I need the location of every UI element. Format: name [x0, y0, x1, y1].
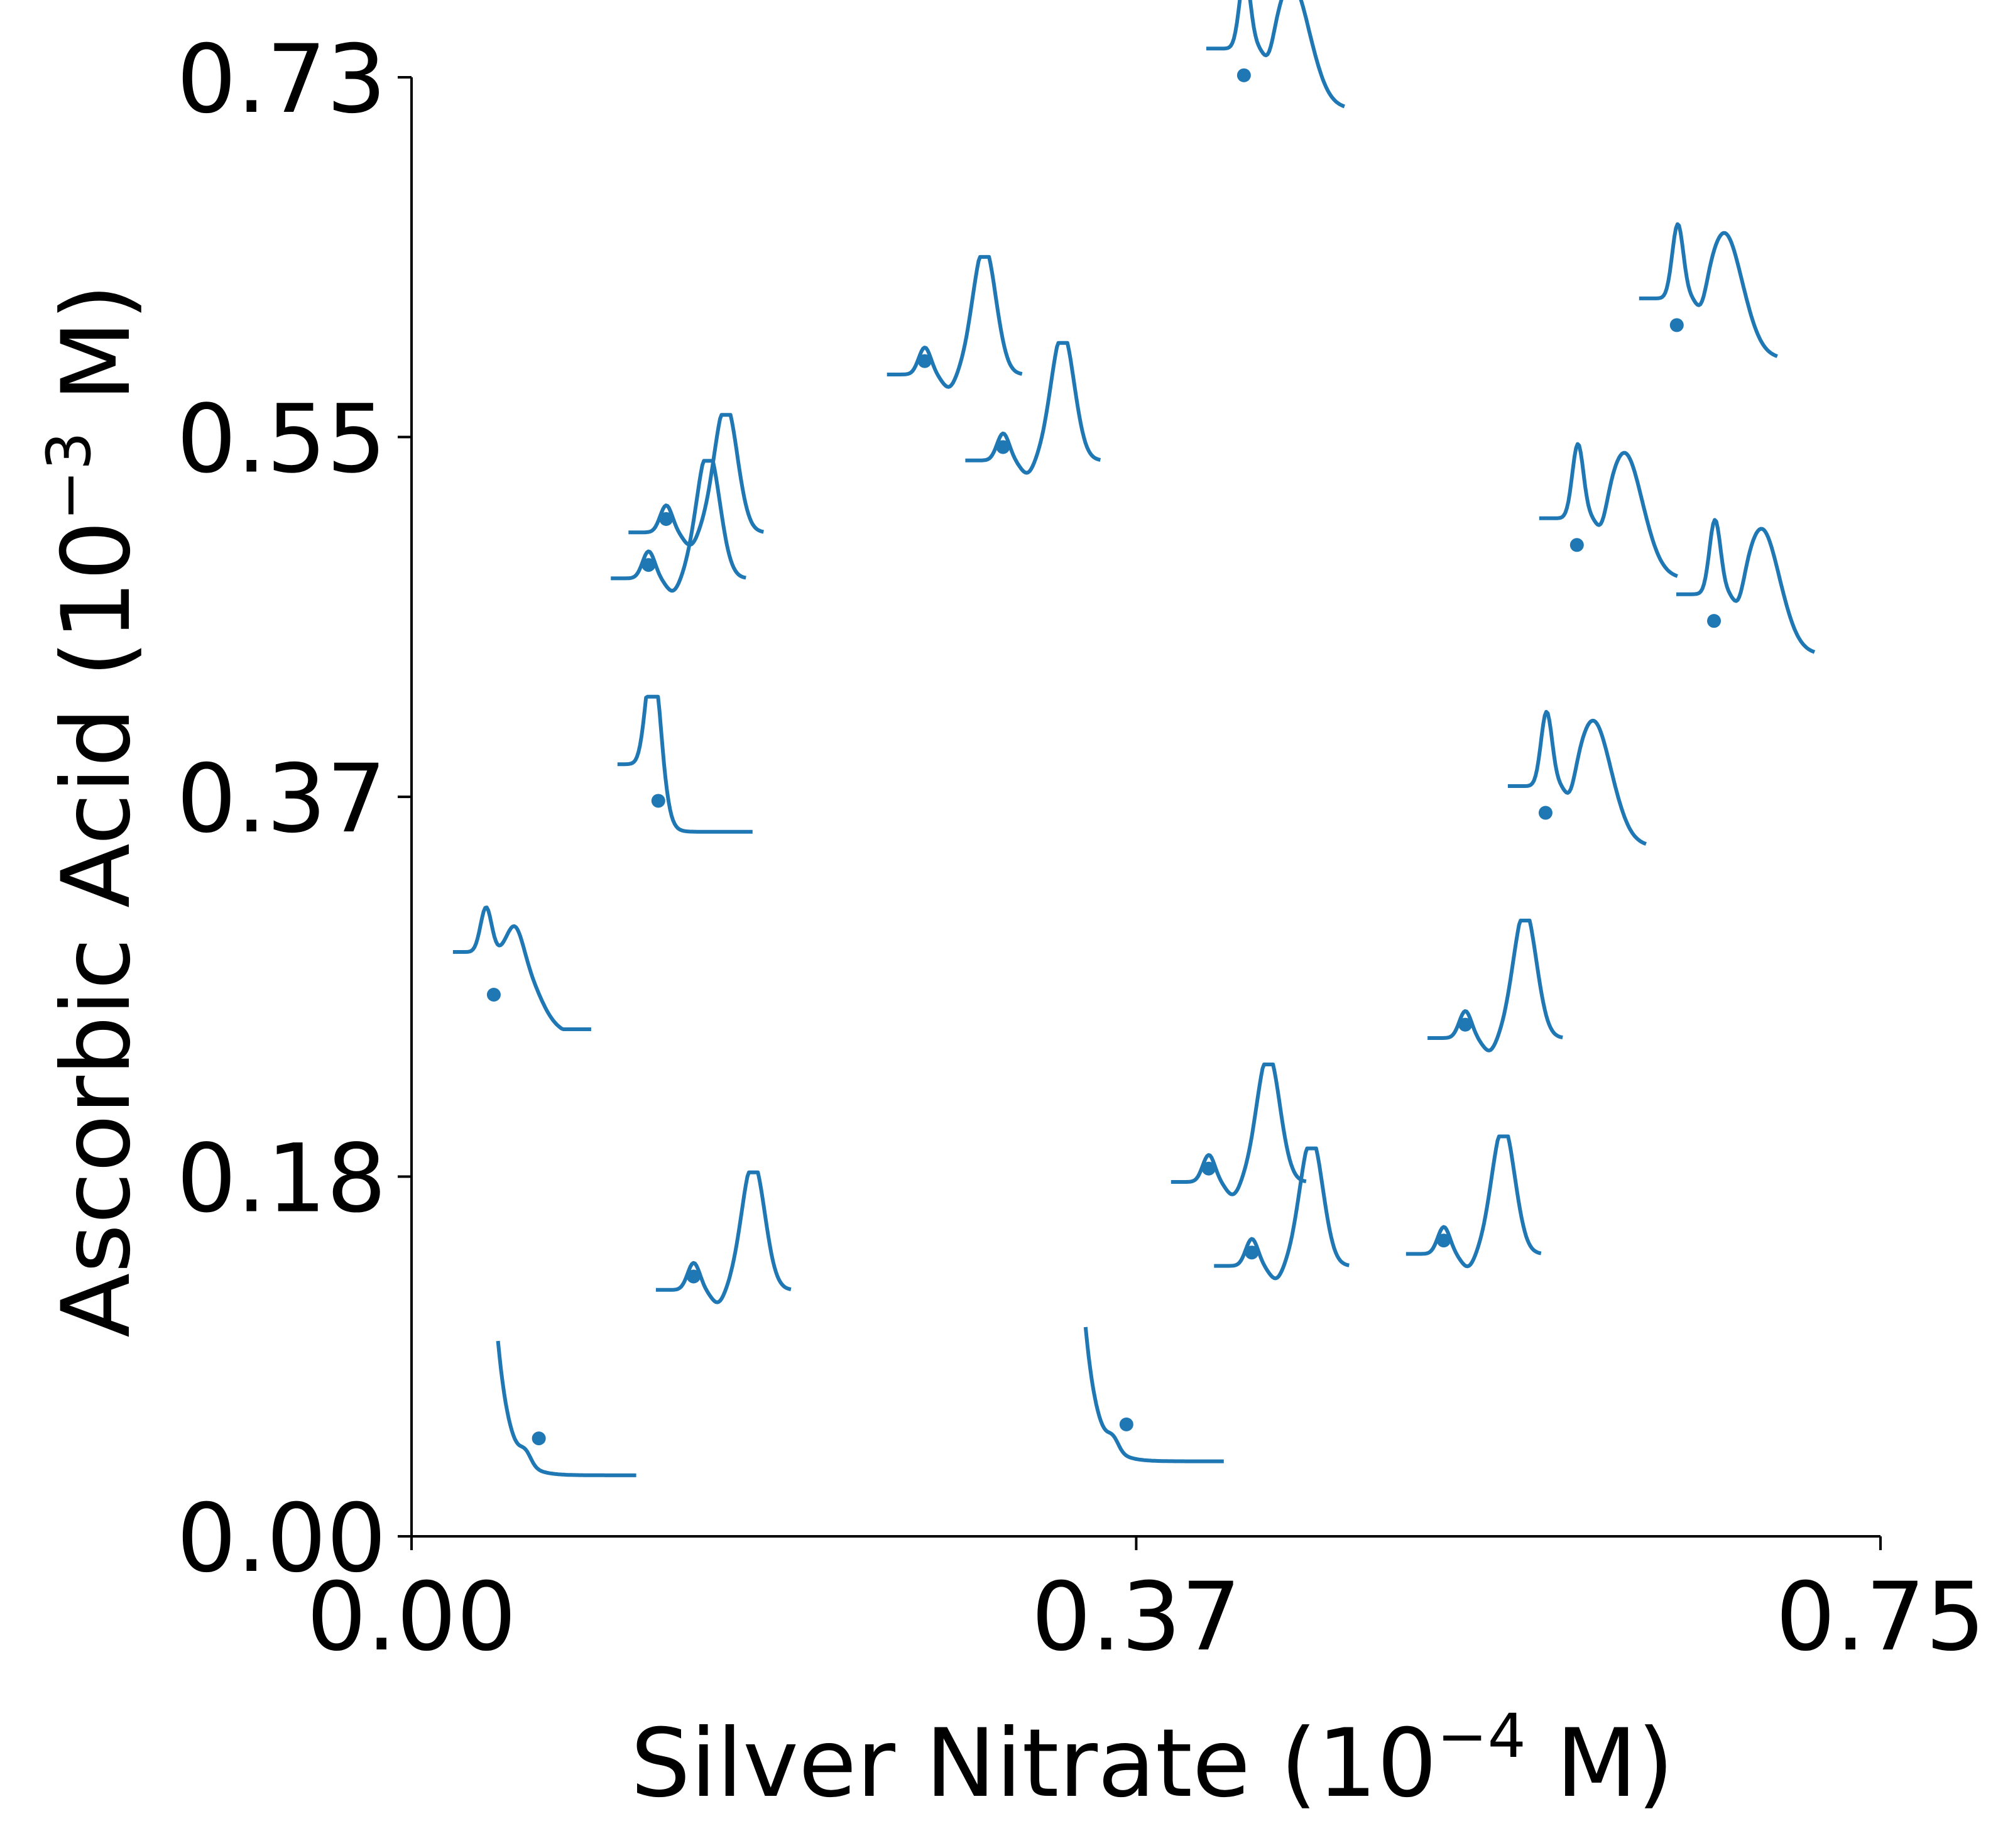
data-point	[917, 354, 932, 368]
y-tick-label: 0.37	[177, 745, 386, 854]
data-point	[1458, 1017, 1473, 1032]
data-point	[641, 558, 656, 572]
data-point	[651, 794, 665, 808]
spectrum-curve	[1083, 1326, 1225, 1463]
spectrum-curve	[1676, 518, 1816, 654]
y-tick-label: 0.00	[177, 1484, 386, 1594]
spectrum-curve	[628, 413, 764, 547]
axes: 0.00 0.37 0.75 0.00 0.18 0.37 0.55 0.73	[177, 25, 1985, 1672]
data-point	[1119, 1417, 1133, 1431]
spectra-layer	[452, 0, 1816, 1477]
spectrum-curve	[617, 694, 753, 834]
data-point	[686, 1269, 701, 1284]
data-point	[1245, 1245, 1259, 1260]
data-point	[1669, 318, 1684, 332]
y-tick-label: 0.73	[177, 25, 386, 134]
spectrum-curve	[496, 1340, 637, 1477]
x-tick-label: 0.00	[307, 1563, 516, 1672]
data-point	[1436, 1233, 1451, 1248]
points-layer	[486, 68, 1722, 1446]
data-point	[532, 1431, 546, 1446]
data-point	[996, 440, 1010, 454]
data-point	[1201, 1161, 1216, 1176]
x-tick-label: 0.37	[1031, 1563, 1241, 1672]
spectrum-curve	[1206, 0, 1345, 109]
spectrum-curve	[610, 459, 746, 593]
spectrum-curve	[1171, 1063, 1307, 1196]
spectrum-curve	[1427, 919, 1563, 1052]
spectrum-curve	[1639, 222, 1778, 358]
y-tick-label: 0.55	[177, 385, 386, 495]
data-point	[659, 511, 674, 526]
x-tick-label: 0.75	[1776, 1563, 1985, 1672]
spectrum-curve	[1507, 709, 1647, 846]
data-point	[1569, 538, 1584, 552]
x-axis-title: Silver Nitrate (10−4 M)	[631, 1701, 1674, 1818]
spectrum-curve	[1539, 442, 1678, 578]
data-point	[486, 987, 501, 1002]
data-point	[1538, 806, 1553, 820]
y-tick-label: 0.18	[177, 1124, 386, 1233]
spectrum-curve	[964, 341, 1101, 475]
data-point	[1707, 614, 1722, 628]
spectrum-curve	[1213, 1146, 1350, 1281]
y-axis-title: Ascorbic Acid (10−3 M)	[34, 283, 151, 1337]
data-point	[1236, 68, 1251, 82]
spectrum-curve	[1405, 1134, 1542, 1269]
spectrum-curve	[655, 1170, 792, 1304]
spectrum-curve	[887, 254, 1023, 389]
spectrum-curve	[452, 905, 592, 1031]
